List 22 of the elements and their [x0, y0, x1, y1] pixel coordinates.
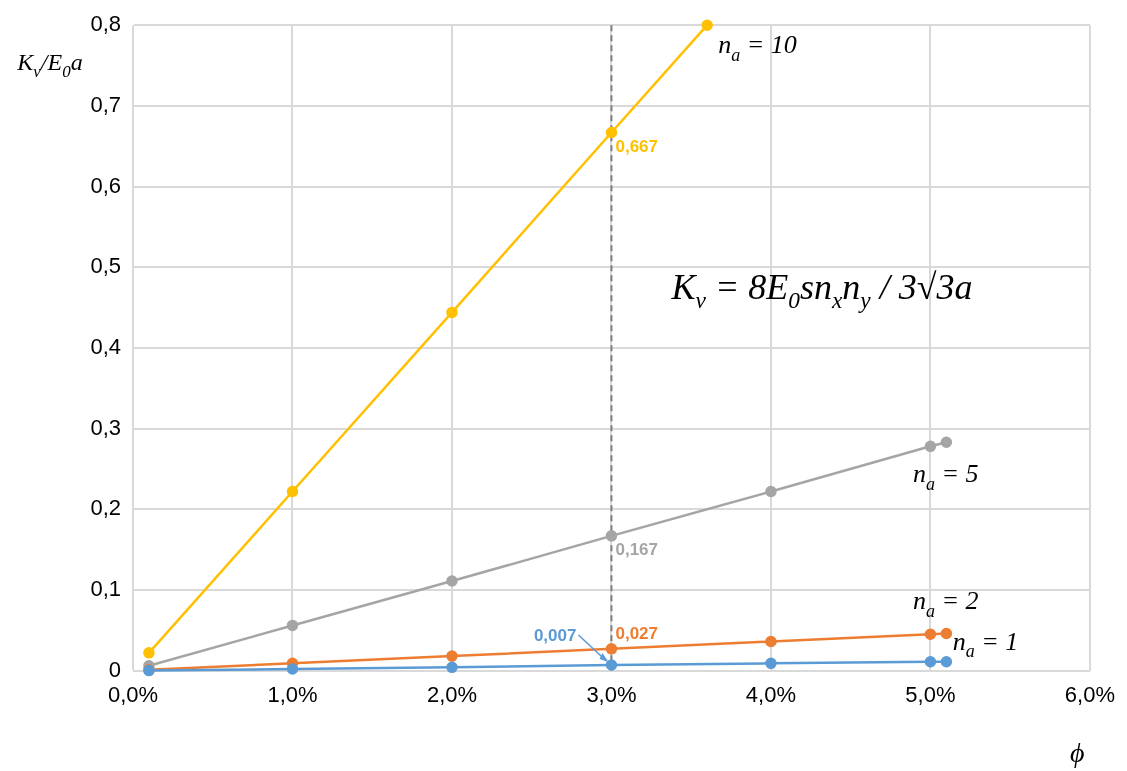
x-tick-label: 2,0%: [426, 681, 478, 707]
y-tick-label: 0: [108, 656, 121, 682]
y-tick-label: 0,1: [90, 575, 121, 601]
y-tick-label: 0,8: [90, 11, 121, 37]
data-label: 0,667: [615, 136, 659, 156]
y-tick-label: 0,7: [90, 91, 121, 117]
y-tick-label: 0,2: [90, 495, 121, 521]
x-tick-label: 1,0%: [267, 681, 318, 707]
x-axis-title: ϕ: [1069, 737, 1085, 768]
x-tick-label: 4,0%: [745, 681, 797, 707]
x-tick-label: 3,0%: [586, 681, 637, 707]
x-tick-label: 5,0%: [905, 681, 956, 707]
y-tick-label: 0,4: [90, 333, 121, 359]
y-tick-label: 0,3: [90, 414, 121, 440]
y-tick-label: 0,5: [90, 253, 121, 279]
x-tick-label: 6,0%: [1064, 681, 1116, 707]
data-label: 0,027: [615, 624, 659, 644]
data-label: 0,007: [533, 626, 577, 646]
x-tick-label: 0,0%: [107, 681, 159, 707]
y-tick-label: 0,6: [90, 172, 121, 198]
data-label: 0,167: [615, 540, 659, 560]
text: K$_{v}$ = 8E$_{0}$sn$_{x}$n$_{y}$ / 3√3a: [671, 267, 973, 313]
